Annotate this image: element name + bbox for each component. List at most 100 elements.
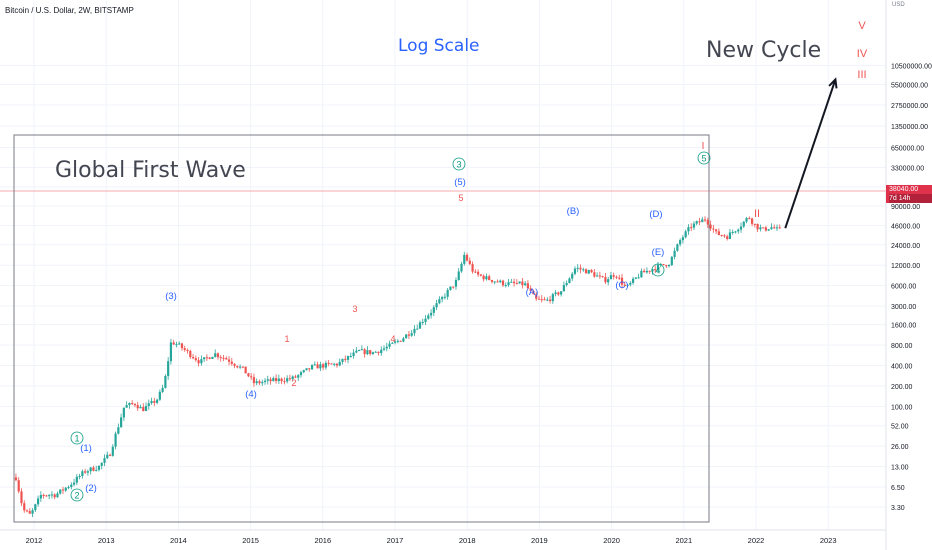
candle-body	[308, 368, 311, 370]
projection-arrowhead	[828, 77, 838, 89]
candle-body	[596, 275, 599, 277]
wave-circled-label: 4	[655, 266, 660, 276]
candle-body	[526, 283, 530, 289]
candle-body	[377, 351, 380, 354]
candle-body	[745, 218, 748, 222]
candle-body	[144, 406, 148, 412]
candle-body	[167, 361, 170, 377]
candle-body	[64, 487, 67, 491]
candle-body	[360, 349, 363, 351]
candle-body	[227, 359, 231, 362]
wave-label-red: 5	[458, 193, 463, 203]
price-axis[interactable]: 3.30 6.50 13.00 26.00 52.00 100.00 200.00 400.0…	[885, 0, 932, 550]
time-axis[interactable]: 2012 2013 2014 2015 2016 2017 2018 2019 2020 2021…	[0, 529, 886, 545]
candle-body	[762, 227, 765, 229]
candle-body	[225, 358, 228, 360]
wave-label-blue: (4)	[245, 389, 257, 400]
candle-body	[84, 471, 87, 473]
candle-body	[50, 494, 54, 496]
candle-body	[720, 235, 723, 237]
candle-body	[203, 357, 206, 360]
candle-body	[233, 363, 236, 366]
candle-body	[89, 467, 92, 472]
projection-arrow	[784, 77, 838, 229]
candle-body	[255, 381, 258, 384]
candle-body	[291, 376, 294, 379]
candle-body	[479, 274, 482, 276]
candle-body	[305, 368, 308, 371]
candle-body	[14, 477, 18, 481]
candle-body	[504, 285, 507, 287]
candle-body	[584, 269, 588, 274]
candle-body	[53, 494, 56, 498]
candle-body	[189, 350, 192, 358]
candle-body	[186, 349, 189, 351]
candle-body	[535, 294, 538, 299]
price-tick-label: 400.00	[891, 364, 913, 371]
candle-body	[161, 387, 164, 392]
candle-body	[39, 495, 42, 499]
candle-body	[701, 219, 704, 223]
candle-body	[615, 276, 618, 278]
candle-body	[407, 334, 411, 336]
candle-body	[139, 406, 142, 409]
candle-body	[557, 292, 560, 295]
candle-body	[335, 363, 339, 366]
candle-body	[474, 271, 477, 273]
candle-body	[717, 231, 720, 236]
price-tick-label: 13.00	[891, 465, 909, 472]
candle-body	[59, 489, 62, 494]
candle-body	[723, 235, 726, 237]
candle-body	[358, 350, 361, 352]
candle-body	[142, 406, 145, 412]
candle-body	[496, 281, 499, 283]
price-tick-label: 1600.00	[891, 323, 916, 330]
candle-body	[250, 376, 253, 378]
candle-body	[103, 458, 106, 463]
candle-body	[662, 264, 665, 266]
candle-body	[579, 267, 582, 270]
candle-body	[654, 269, 657, 271]
global-first-wave-label: Global First Wave	[55, 158, 246, 183]
price-tick-label: 5500000.00	[891, 83, 928, 90]
time-tick-label: 2021	[675, 536, 692, 545]
wave-circle	[70, 431, 84, 445]
candle-body	[252, 377, 256, 384]
candle-body	[399, 340, 402, 342]
candle-body	[405, 334, 408, 339]
candle-body	[313, 364, 316, 366]
candle-body	[205, 357, 209, 359]
candle-body	[230, 361, 233, 364]
candle-body	[626, 284, 629, 286]
candle-body	[125, 405, 128, 408]
candle-body	[695, 221, 698, 224]
candle-body	[341, 358, 344, 362]
candle-body	[133, 404, 137, 406]
candle-body	[465, 254, 469, 261]
candle-body	[263, 380, 267, 383]
wave-label-blue: (A)	[526, 287, 539, 298]
candle-body	[640, 270, 643, 278]
candle-body	[327, 362, 330, 364]
time-tick-label: 2019	[531, 536, 548, 545]
candle-body	[388, 343, 391, 347]
candle-body	[178, 343, 181, 345]
candle-body	[299, 372, 303, 376]
candle-body	[42, 495, 45, 497]
wave-circled-label: 5	[701, 154, 706, 164]
candle-body	[446, 289, 449, 297]
candle-body	[756, 223, 759, 230]
candle-body	[546, 299, 549, 301]
wave-circled-label: 2	[74, 491, 79, 501]
candle-body	[36, 498, 40, 505]
wave-label-red: 4	[390, 334, 395, 344]
time-tick-label: 2014	[170, 536, 187, 545]
candle-body	[775, 227, 779, 229]
candle-body	[194, 358, 197, 361]
candle-body	[283, 381, 286, 383]
time-tick-label: 2012	[26, 536, 43, 545]
candle-body	[582, 269, 585, 271]
candle-body	[643, 270, 646, 273]
wave-label-roman-II: II	[754, 208, 760, 220]
